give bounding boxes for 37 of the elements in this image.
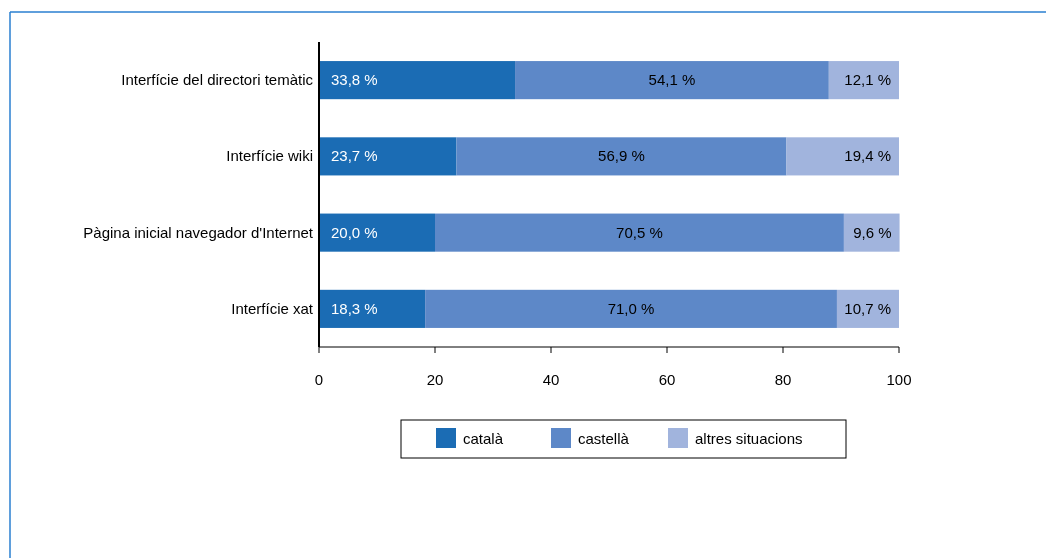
data-label: 54,1 %: [648, 71, 696, 89]
y-tick-label: Interfície wiki: [226, 147, 313, 165]
bar: [456, 137, 787, 176]
data-label: 56,9 %: [598, 147, 645, 165]
y-tick-label: Pàgina inicial navegador d'Internet: [83, 223, 314, 241]
legend-label: altres situacions: [695, 430, 803, 447]
y-tick-label: Interfície xat: [231, 299, 314, 317]
bar: [319, 289, 426, 328]
x-tick-label: 40: [542, 371, 560, 388]
data-label: 70,5 %: [616, 223, 663, 241]
bar: [435, 213, 844, 252]
data-label: 9,6 %: [853, 223, 892, 241]
legend-label: castellà: [578, 430, 630, 447]
x-tick-label: 100: [886, 371, 912, 388]
bar: [319, 61, 516, 100]
bar: [515, 61, 829, 100]
x-tick-label: 60: [658, 371, 676, 388]
data-label: 71,0 %: [607, 299, 655, 317]
data-label: 33,8 %: [331, 71, 378, 89]
bar: [843, 213, 900, 252]
y-tick-label: Interfície del directori temàtic: [121, 71, 314, 89]
x-tick-label: 0: [314, 371, 324, 388]
data-label: 10,7 %: [844, 299, 891, 317]
data-label: 20,0 %: [331, 223, 378, 241]
bar: [425, 289, 837, 328]
x-tick-label: 20: [426, 371, 444, 388]
bar: [786, 137, 899, 176]
bar: [319, 137, 457, 176]
data-label: 19,4 %: [844, 147, 891, 165]
bar: [319, 213, 435, 252]
x-tick-label: 80: [774, 371, 792, 388]
data-label: 12,1 %: [844, 71, 891, 89]
bar: [836, 289, 899, 328]
data-label: 23,7 %: [331, 147, 378, 165]
data-label: 18,3 %: [331, 299, 378, 317]
legend-label: català: [463, 430, 504, 447]
bar: [828, 61, 899, 100]
